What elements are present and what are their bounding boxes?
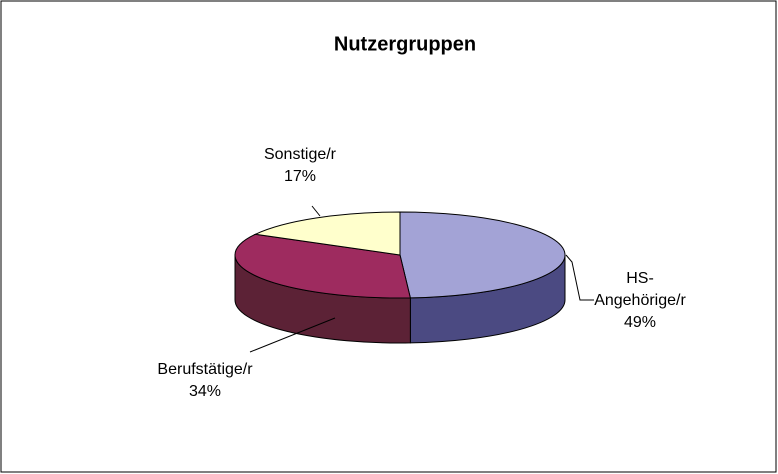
leader-line bbox=[311, 205, 321, 217]
pie-slice bbox=[399, 211, 566, 299]
data-label: Sonstige/r 17% bbox=[230, 144, 370, 188]
pie bbox=[234, 211, 566, 344]
category-label: Sonstige/r bbox=[263, 146, 337, 163]
value-label: 34% bbox=[188, 383, 222, 400]
value-label: 17% bbox=[283, 168, 317, 185]
category-label: HS-Angehörige/r bbox=[594, 270, 686, 309]
value-label: 49% bbox=[623, 314, 657, 331]
category-label: Berufstätige/r bbox=[157, 361, 253, 378]
data-label: HS-Angehörige/r 49% bbox=[585, 268, 695, 334]
leader-line bbox=[565, 254, 594, 301]
data-label: Berufstätige/r 34% bbox=[135, 359, 275, 403]
leader-line bbox=[249, 317, 336, 353]
chart-title: Nutzergruppen bbox=[334, 33, 476, 55]
leader-lines bbox=[249, 205, 594, 353]
pie-slice bbox=[253, 211, 401, 256]
